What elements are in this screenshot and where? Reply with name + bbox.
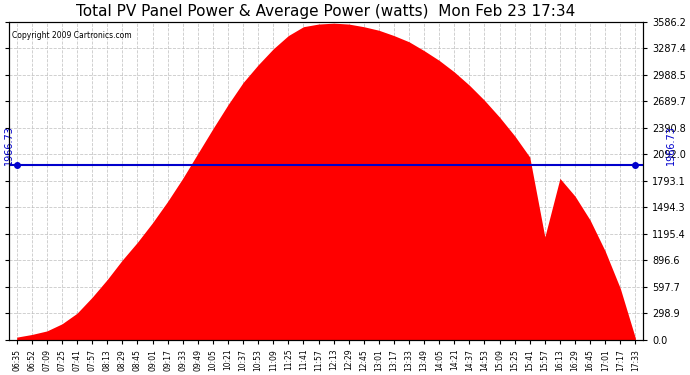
Title: Total PV Panel Power & Average Power (watts)  Mon Feb 23 17:34: Total PV Panel Power & Average Power (wa… (77, 4, 575, 19)
Text: 1966.73: 1966.73 (667, 126, 676, 165)
Text: 1966.73: 1966.73 (4, 126, 14, 165)
Text: Copyright 2009 Cartronics.com: Copyright 2009 Cartronics.com (12, 31, 132, 40)
